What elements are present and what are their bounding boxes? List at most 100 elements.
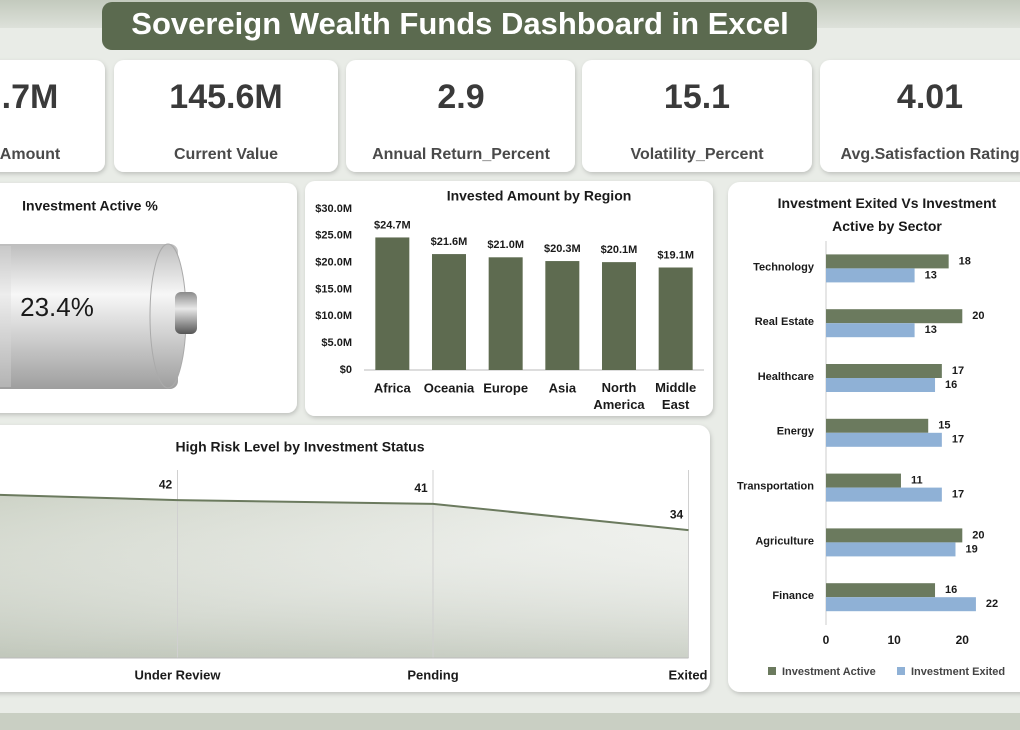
x-tick-label: Under Review — [135, 667, 222, 682]
bar — [658, 267, 693, 370]
x-tick-label: Pending — [407, 667, 458, 682]
bar — [826, 309, 963, 324]
chart-title: Invested Amount by Region — [447, 188, 632, 204]
legend-swatch — [768, 667, 776, 675]
battery-cap — [175, 292, 197, 334]
data-label: 41 — [414, 481, 428, 495]
y-tick-label: Finance — [772, 590, 814, 602]
legend-label: Investment Active — [782, 666, 876, 678]
data-label: $20.3M — [544, 243, 581, 255]
y-tick-label: Transportation — [737, 481, 814, 493]
legend-swatch — [897, 667, 905, 675]
data-label: $20.1M — [601, 244, 638, 256]
data-label: 17 — [952, 489, 964, 501]
x-tick-label: Asia — [549, 380, 577, 395]
x-tick-label: Exited — [668, 667, 707, 682]
data-label: 22 — [986, 598, 998, 610]
data-label: 17 — [952, 434, 964, 446]
kpi-card — [582, 60, 812, 172]
data-label: 11 — [911, 475, 923, 487]
kpi-value: .7M — [2, 78, 59, 116]
data-label: 42 — [159, 477, 173, 491]
kpi-value: 145.6M — [169, 78, 282, 116]
data-label: $24.7M — [374, 219, 411, 231]
x-tick-label: 10 — [887, 633, 901, 647]
y-tick-label: Agriculture — [755, 535, 814, 547]
data-label: 15 — [938, 420, 950, 432]
x-tick-label: 0 — [823, 633, 830, 647]
data-label: 13 — [925, 269, 937, 281]
dashboard-title: Sovereign Wealth Funds Dashboard in Exce… — [131, 6, 788, 41]
y-tick-label: $5.0M — [321, 337, 352, 349]
battery-fill — [0, 246, 12, 387]
bar — [826, 268, 915, 283]
bar — [602, 262, 636, 370]
kpi-label: Avg.Satisfaction Rating — [841, 146, 1020, 163]
bar — [826, 597, 976, 612]
y-tick-label: $0 — [340, 364, 352, 376]
bar — [375, 237, 410, 370]
legend-label: Investment Exited — [911, 666, 1005, 678]
chart-title: Investment Active % — [22, 198, 158, 214]
data-label: 16 — [945, 379, 957, 391]
x-tick-label: Europe — [483, 380, 528, 395]
data-label: $19.1M — [657, 249, 694, 261]
bar — [826, 487, 942, 502]
y-tick-label: $20.0M — [315, 257, 352, 269]
bar — [432, 254, 466, 370]
bar — [826, 323, 915, 338]
kpi-card — [0, 60, 105, 172]
data-label: $21.6M — [431, 236, 468, 248]
bar — [826, 254, 949, 269]
y-tick-label: Healthcare — [758, 371, 814, 383]
bar — [826, 542, 956, 557]
bar — [826, 364, 942, 378]
y-tick-label: $10.0M — [315, 310, 352, 322]
bar — [826, 473, 901, 488]
x-tick-label: 20 — [956, 633, 970, 647]
data-label: 34 — [670, 507, 684, 521]
data-label: 16 — [945, 584, 957, 596]
bar — [545, 261, 580, 370]
bar — [826, 418, 929, 433]
line — [0, 493, 689, 532]
kpi-label: Volatility_Percent — [630, 146, 764, 163]
chart-title: Investment Exited Vs Investment Active by… — [778, 195, 997, 234]
kpi-label: Annual Return_Percent — [372, 146, 550, 163]
kpi-card — [820, 60, 1020, 172]
battery-label: 23.4% — [20, 292, 94, 322]
kpi-label: Amount — [0, 146, 61, 163]
x-tick-label: Oceania — [424, 380, 475, 395]
kpi-card — [114, 60, 338, 172]
battery-body — [0, 244, 178, 389]
data-label: 20 — [972, 310, 984, 322]
data-label: 20 — [972, 529, 984, 541]
data-label: 13 — [925, 324, 937, 336]
kpi-value: 4.01 — [897, 78, 963, 116]
bottom-band — [0, 713, 1020, 730]
x-tick-label: Middle East — [655, 380, 696, 412]
y-tick-label: $30.0M — [315, 203, 352, 215]
kpi-value: 2.9 — [437, 78, 484, 116]
data-label: $21.0M — [487, 239, 524, 251]
bar — [488, 257, 523, 370]
x-tick-label: North America — [593, 380, 645, 412]
y-tick-label: Real Estate — [755, 316, 814, 328]
x-tick-label: Africa — [374, 380, 412, 395]
y-tick-label: Technology — [753, 261, 815, 273]
bar — [826, 528, 963, 543]
title-pill — [102, 2, 817, 50]
kpi-label: Current Value — [174, 146, 278, 163]
bar — [826, 583, 936, 598]
kpi-value: 15.1 — [664, 78, 730, 116]
y-tick-label: $15.0M — [315, 283, 352, 295]
data-label: 19 — [965, 543, 977, 555]
y-tick-label: $25.0M — [315, 230, 352, 242]
chart-title: High Risk Level by Investment Status — [176, 439, 425, 455]
area-shade — [0, 494, 689, 658]
kpi-card — [346, 60, 575, 172]
data-label: 17 — [952, 365, 964, 377]
bar — [826, 378, 936, 392]
bar — [826, 432, 942, 447]
